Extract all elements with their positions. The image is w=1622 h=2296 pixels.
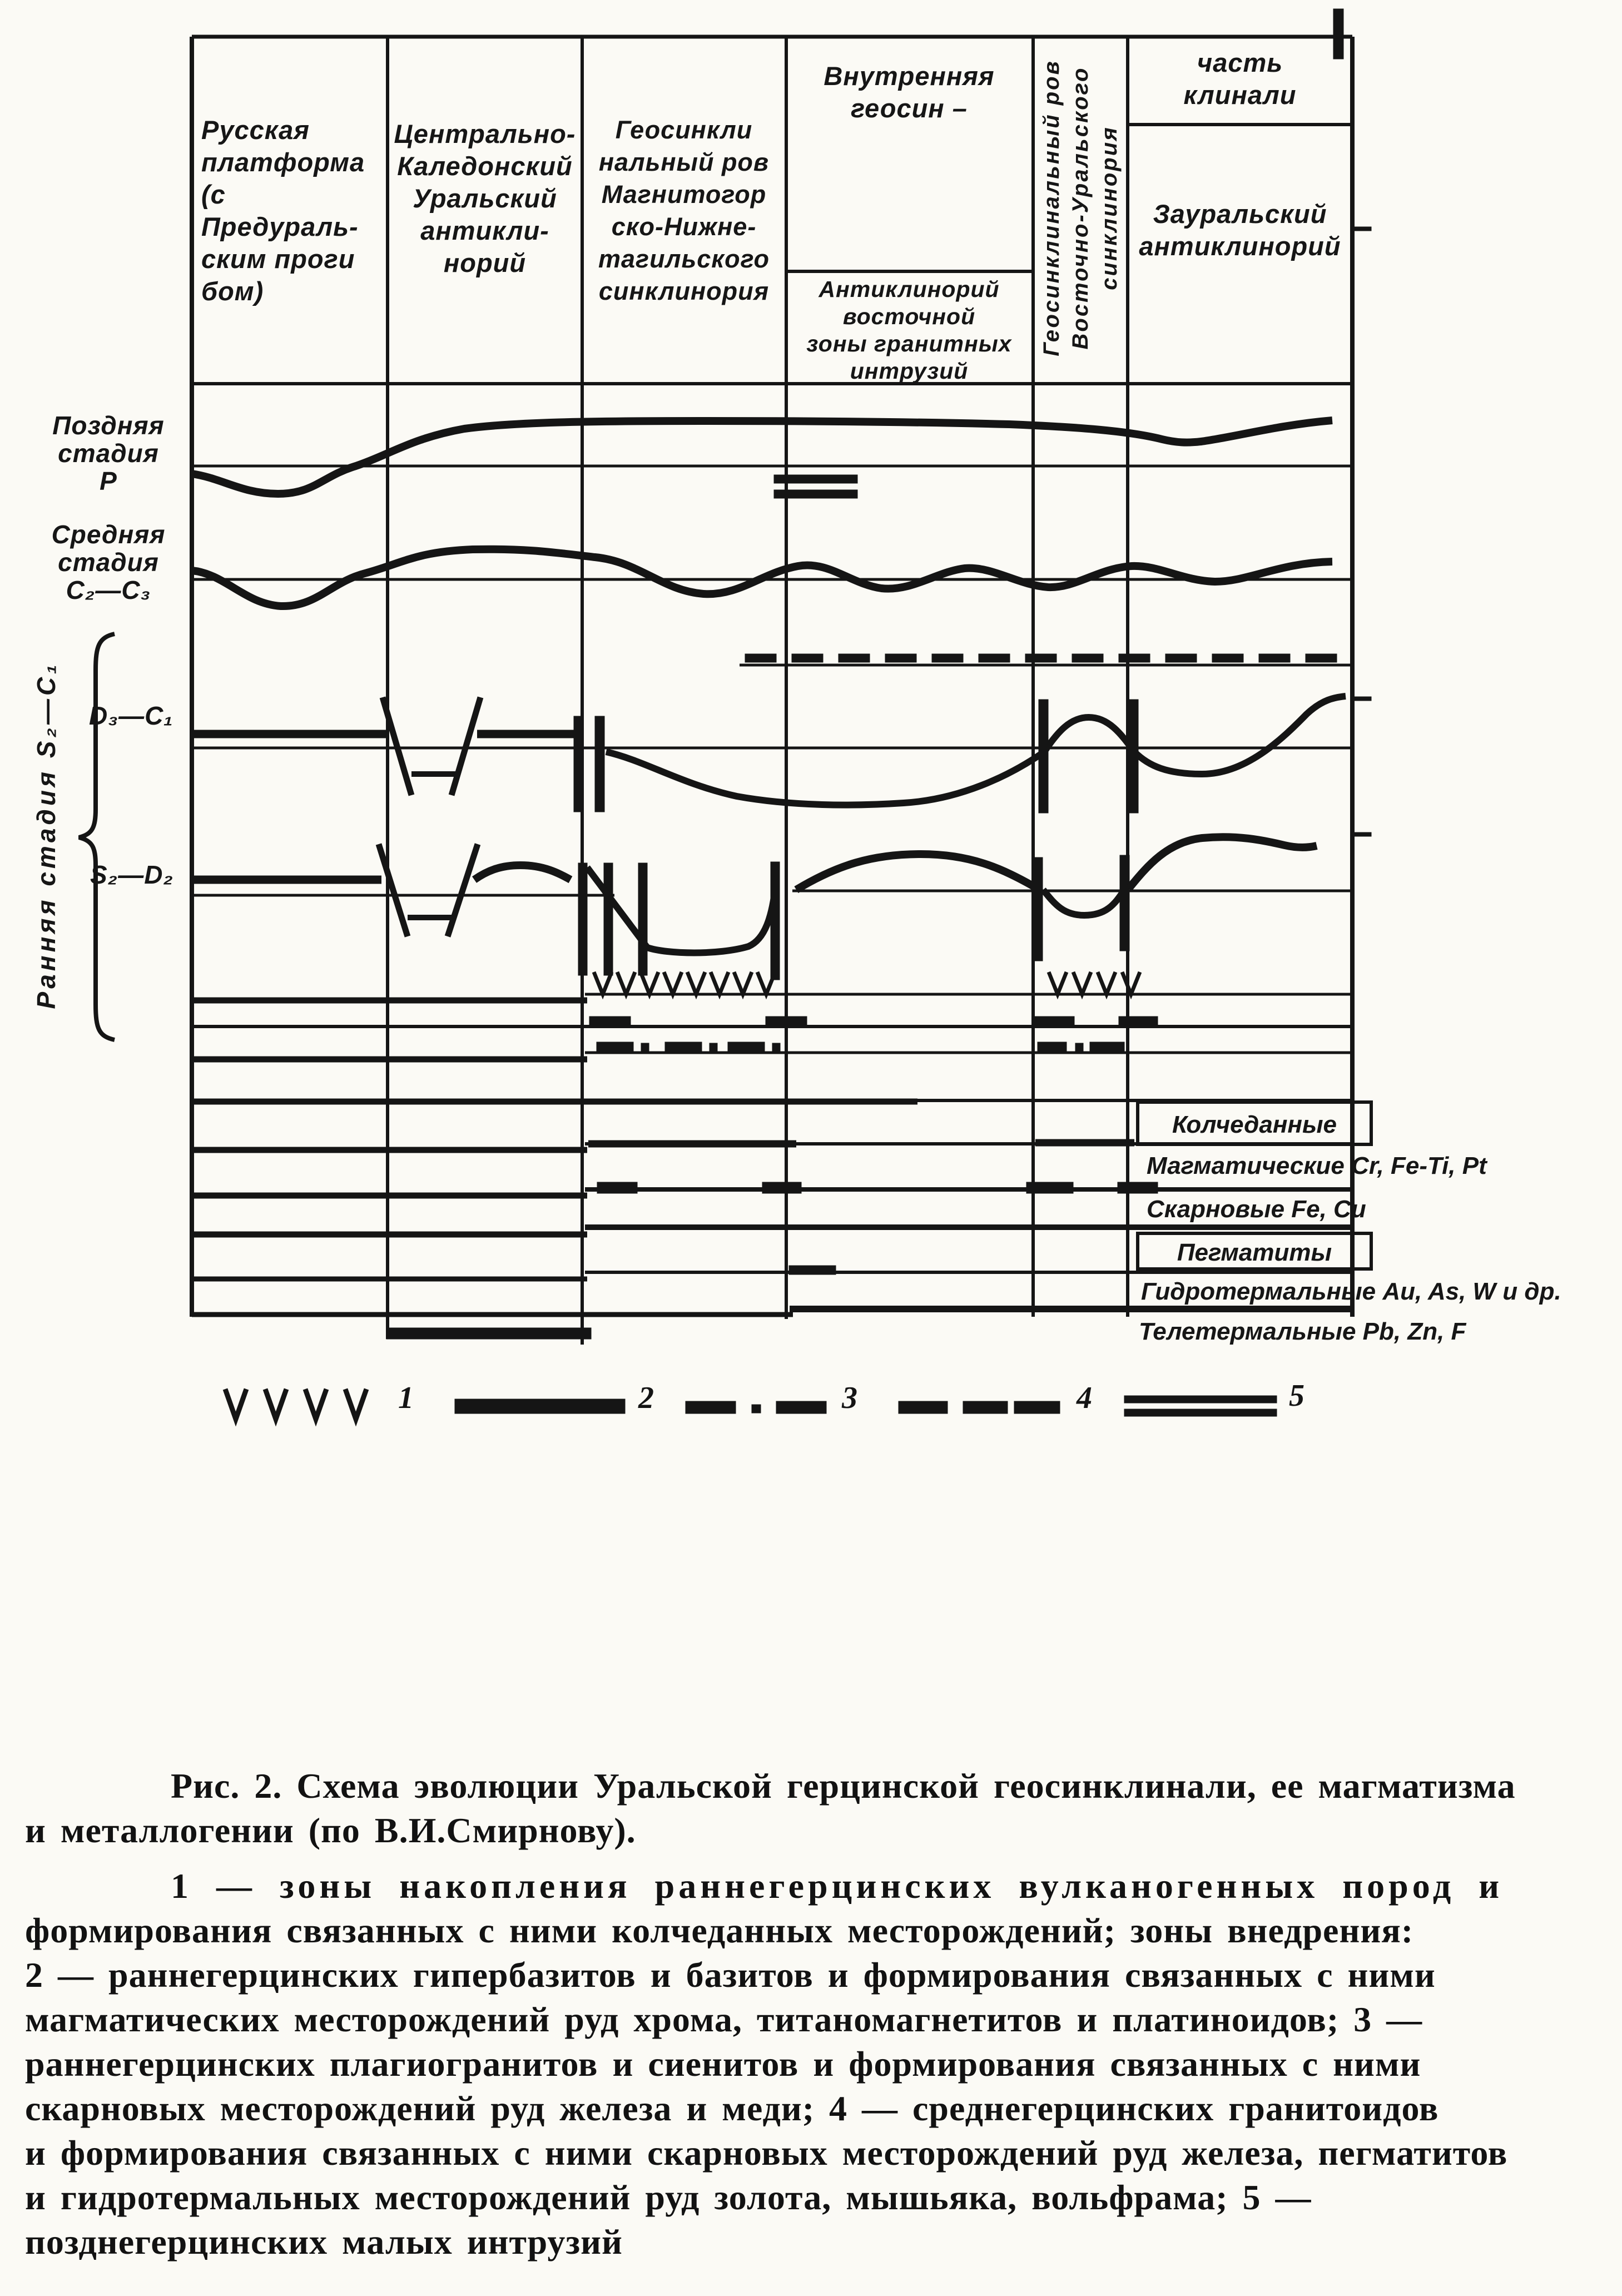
evolution-scheme-diagram (78, 8, 1373, 1427)
legend-number-3: 3 (842, 1381, 857, 1415)
legend-number-1: 1 (398, 1381, 414, 1415)
mineral-label-telethermal: Телетермальные Pb, Zn, F (1139, 1318, 1466, 1345)
table-grid (190, 34, 1355, 1345)
mineral-label-hydrothermal: Гидротермальные Au, As, W и др. (1141, 1278, 1561, 1305)
v-hatch-zones (592, 971, 1142, 1000)
caption-line: и формирования связанных с ними скарновы… (25, 2133, 1508, 2173)
stage-baselines (192, 464, 1352, 897)
caption-line: 1 — зоны накопления раннегерцинских вулк… (171, 1866, 1504, 1906)
early-stage-brace (78, 632, 115, 1042)
legend-number-5: 5 (1289, 1378, 1304, 1413)
header-magnitogorsk-trough: Геосинкли нальный ров Магнитогор ско-Ниж… (598, 116, 770, 305)
mineral-label-boxes (1136, 1100, 1373, 1271)
dash-dot-groups (596, 1042, 1125, 1052)
legend-number-4: 4 (1077, 1381, 1092, 1415)
caption-line: раннегерцинских плагиогранитов и сиенито… (25, 2044, 1421, 2084)
scan-artifacts (1333, 8, 1372, 837)
header-russian-platform: Русская платформа (с Предураль- ским про… (201, 115, 365, 306)
mineral-label-skarn: Скарновые Fe, Cu (1147, 1196, 1366, 1223)
header-east-granite-anticlinorium: Антиклинорий восточной зоны гранитных ин… (806, 276, 1012, 384)
s2-d2-band-curve (192, 833, 1318, 980)
legend-symbols (222, 1388, 1277, 1427)
column2-underline-bar (386, 1327, 592, 1340)
skarn-row-bumps (597, 1182, 1158, 1275)
header-inner-geosyncline-top: Внутренняя геосин – (824, 61, 995, 123)
caption-line: 2 — раннегерцинских гипербазитов и базит… (25, 1955, 1436, 1995)
caption-line: и гидротермальных месторождений руд золо… (25, 2178, 1312, 2217)
header-east-urals-trough-rotated: Геосинклинальный ров Восточно-Уральского… (1039, 59, 1122, 356)
caption-line: скарновых месторождений руд железа и мед… (25, 2089, 1439, 2128)
caption-line: и металлогении (по В.И.Смирнову). (25, 1811, 636, 1850)
header-trans-urals-anticlinorium: Зауральский антиклинорий (1139, 199, 1341, 261)
small-intrusion-double-dash (773, 474, 858, 499)
caption-line: формирования связанных с ними колчеданны… (25, 1911, 1414, 1950)
legend-number-2: 2 (638, 1381, 654, 1415)
caption-line: магматических месторождений руд хрома, т… (25, 2000, 1423, 2039)
caption-line: Рис. 2. Схема эволюции Уральской герцинс… (171, 1766, 1516, 1806)
stage-label-d3-c1: D₃—C₁ (89, 701, 173, 730)
legend-v-hatch-symbol (222, 1388, 369, 1427)
thick-dash-groups (589, 1016, 1158, 1027)
stage-label-early-rotated: Ранняя стадия S₂—C₁ (32, 661, 61, 1009)
header-central-urals-anticlinorium: Центрально- Каледонский Уральский антикл… (394, 119, 576, 277)
legend-double-line-symbol (1124, 1395, 1277, 1404)
stage-label-middle: Средняя стадия C₂—C₃ (51, 520, 166, 604)
mineral-label-pegmatite: Пегматиты (1177, 1239, 1332, 1266)
legend-solid-bar-symbol (454, 1399, 626, 1414)
mineral-label-magmatic: Магматические Cr, Fe-Ti, Pt (1147, 1152, 1487, 1179)
late-intrusion-dash-row (745, 653, 1337, 663)
late-stage-curve (191, 416, 1333, 499)
middle-stage-curve (191, 545, 1333, 611)
figure-caption-legend-text: 1 — зоны накопления раннегерцинских вулк… (25, 1864, 1607, 2264)
stage-label-s2-d2: S₂—D₂ (90, 860, 173, 889)
header-chast-klinali: часть клинали (1183, 48, 1297, 110)
figure-caption: Рис. 2. Схема эволюции Уральской герцинс… (25, 1764, 1607, 1853)
caption-line: позднегерцинских малых интрузий (25, 2222, 623, 2262)
stage-label-late: Поздняя стадия P (52, 411, 165, 495)
d3-c1-band-curve (192, 693, 1346, 814)
mineral-label-pyrite: Колчеданные (1172, 1111, 1337, 1138)
